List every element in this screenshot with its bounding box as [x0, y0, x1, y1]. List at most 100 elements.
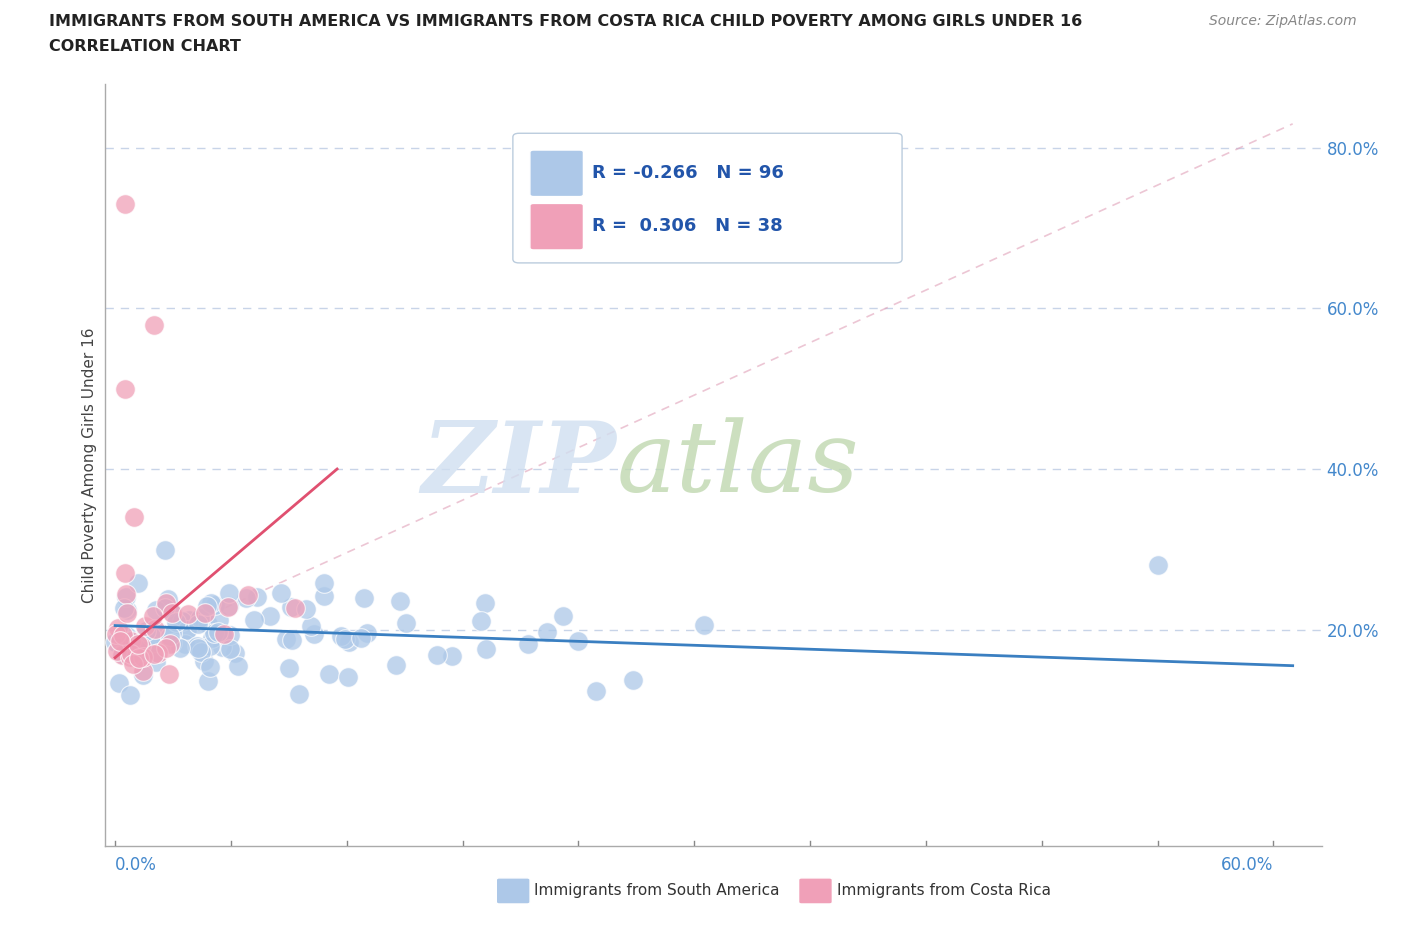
Point: [142, 609, 165, 624]
Point: [176, 622, 198, 637]
Point: [114, 196, 136, 211]
Point: [114, 381, 136, 396]
Point: [204, 597, 226, 612]
Point: [145, 603, 167, 618]
Point: [195, 598, 218, 613]
Point: [208, 612, 231, 627]
Point: [142, 317, 165, 332]
Point: [302, 627, 325, 642]
Point: [190, 644, 212, 659]
Point: [553, 608, 575, 623]
Text: 0.0%: 0.0%: [115, 856, 157, 874]
Point: [188, 610, 211, 625]
Point: [517, 636, 540, 651]
Point: [281, 632, 304, 647]
Point: [118, 650, 141, 665]
Point: [143, 621, 166, 636]
Point: [120, 647, 142, 662]
Point: [217, 599, 239, 614]
Point: [337, 634, 360, 649]
Point: [470, 613, 492, 628]
Point: [202, 626, 225, 641]
Point: [280, 599, 302, 614]
Text: R = -0.266   N = 96: R = -0.266 N = 96: [592, 164, 783, 182]
FancyBboxPatch shape: [530, 150, 583, 196]
Point: [235, 591, 257, 605]
Point: [112, 628, 135, 643]
Point: [135, 623, 157, 638]
Point: [160, 635, 183, 650]
Point: [335, 632, 357, 647]
Point: [160, 626, 183, 641]
Point: [128, 651, 150, 666]
Point: [274, 631, 297, 646]
Point: [115, 587, 138, 602]
Point: [385, 658, 408, 672]
Point: [200, 659, 222, 674]
Point: [118, 687, 141, 702]
Point: [218, 628, 240, 643]
Text: ZIP: ZIP: [422, 417, 616, 513]
Point: [127, 636, 149, 651]
Point: [114, 590, 136, 604]
Point: [194, 605, 217, 620]
Point: [197, 674, 219, 689]
Point: [312, 588, 335, 603]
Point: [218, 642, 240, 657]
Point: [236, 588, 259, 603]
Point: [110, 646, 132, 661]
Point: [115, 603, 138, 618]
Point: [295, 602, 318, 617]
Point: [226, 658, 249, 673]
Point: [155, 641, 177, 656]
Point: [211, 626, 233, 641]
Point: [179, 613, 201, 628]
Point: [141, 638, 163, 653]
Point: [132, 649, 155, 664]
Point: [277, 660, 299, 675]
Point: [165, 615, 187, 630]
Point: [242, 612, 264, 627]
Point: [1146, 558, 1168, 573]
Point: [426, 647, 449, 662]
Point: [132, 668, 155, 683]
Point: [270, 585, 292, 600]
Point: [536, 624, 558, 639]
Point: [211, 640, 233, 655]
Point: [112, 601, 135, 616]
Point: [395, 616, 418, 631]
Y-axis label: Child Poverty Among Girls Under 16: Child Poverty Among Girls Under 16: [82, 327, 97, 603]
Point: [108, 675, 131, 690]
Point: [120, 633, 142, 648]
Point: [214, 627, 236, 642]
Point: [224, 646, 246, 661]
Point: [172, 613, 194, 628]
Point: [110, 647, 132, 662]
Point: [105, 644, 128, 658]
Point: [218, 599, 240, 614]
Point: [353, 591, 375, 605]
Point: [621, 672, 644, 687]
FancyBboxPatch shape: [530, 204, 583, 250]
Point: [176, 622, 198, 637]
Text: Source: ZipAtlas.com: Source: ZipAtlas.com: [1209, 14, 1357, 28]
Point: [129, 638, 152, 653]
Point: [124, 510, 146, 525]
Point: [350, 631, 373, 645]
Point: [148, 645, 170, 660]
Point: [474, 595, 496, 610]
Point: [157, 666, 180, 681]
Point: [153, 601, 176, 616]
Point: [162, 606, 184, 621]
Point: [177, 606, 200, 621]
FancyBboxPatch shape: [513, 133, 903, 263]
Point: [105, 626, 128, 641]
Point: [187, 617, 209, 631]
Point: [169, 641, 191, 656]
Point: [330, 629, 353, 644]
Point: [139, 628, 162, 643]
Point: [145, 654, 167, 669]
Point: [197, 617, 219, 631]
Text: IMMIGRANTS FROM SOUTH AMERICA VS IMMIGRANTS FROM COSTA RICA CHILD POVERTY AMONG : IMMIGRANTS FROM SOUTH AMERICA VS IMMIGRA…: [49, 14, 1083, 29]
Point: [585, 684, 607, 698]
